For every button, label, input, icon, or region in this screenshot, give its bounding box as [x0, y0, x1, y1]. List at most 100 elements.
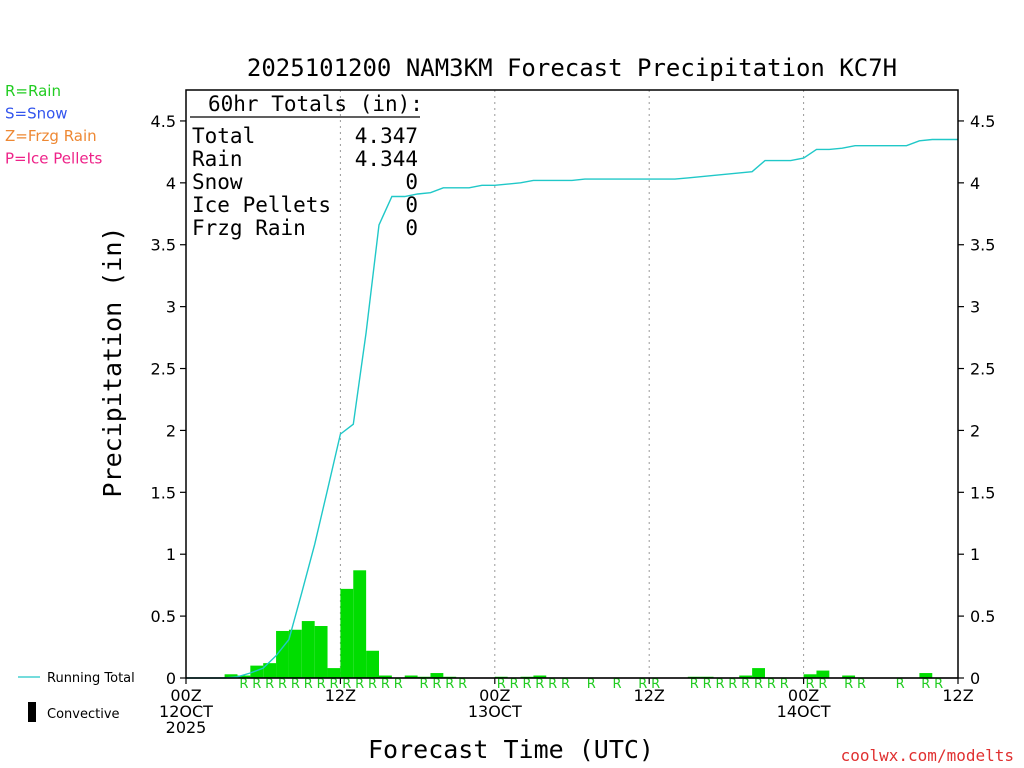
- totals-box: 60hr Totals (in): Total 4.347 Rain 4.344 Sno…: [190, 92, 423, 240]
- totals-label: Frzg Rain: [192, 216, 306, 240]
- y-tick-label: 2.5: [151, 360, 176, 379]
- y-tick-label-right: 4: [970, 174, 980, 193]
- totals-value: 0: [405, 193, 418, 217]
- ptype-marker: R: [818, 677, 827, 692]
- x-tick-label: 00Z: [170, 686, 201, 705]
- ptype-marker: R: [896, 677, 905, 692]
- ptype-marker: R: [587, 677, 596, 692]
- precip-bar: [314, 626, 328, 678]
- totals-value: 4.347: [355, 124, 418, 148]
- totals-value: 4.344: [355, 147, 418, 171]
- totals-label: Snow: [192, 170, 243, 194]
- totals-header: 60hr Totals (in):: [208, 92, 423, 116]
- ptype-marker: R: [265, 677, 274, 692]
- y-tick-label-right: 3: [970, 298, 980, 317]
- precip-bar: [276, 630, 289, 678]
- x-tick-label: 12OCT: [159, 702, 213, 721]
- precip-bar: [842, 675, 856, 678]
- ptype-marker: R: [304, 677, 313, 692]
- ptype-marker: R: [317, 677, 326, 692]
- plot-border: [185, 89, 959, 679]
- precip-bar: [919, 673, 933, 678]
- ptype-marker: R: [754, 677, 763, 692]
- running-total-polyline: [186, 138, 958, 679]
- y-tick-label-right: 1: [970, 545, 980, 564]
- ptype-marker: R: [741, 677, 750, 692]
- precip-bar: [340, 588, 354, 678]
- precip-bar: [430, 673, 444, 678]
- bottom-legend: Running Total Convective: [18, 671, 135, 722]
- ptype-marker: R: [342, 677, 351, 692]
- ptype-marker: R: [638, 677, 647, 692]
- y-tick-label-right: 2: [970, 421, 980, 440]
- ptype-marker: R: [368, 677, 377, 692]
- totals-label: Ice Pellets: [192, 193, 331, 217]
- x-tick-label: 00Z: [479, 686, 510, 705]
- totals-label: Total: [192, 124, 255, 148]
- precip-bar: [301, 621, 315, 678]
- y-tick-label: 1.5: [151, 483, 176, 502]
- ptype-marker: R: [857, 677, 866, 692]
- precip-bar: [288, 629, 302, 678]
- x-tick-label: 00Z: [788, 686, 819, 705]
- totals-label: Rain: [192, 147, 243, 171]
- ptype-marker: R: [278, 677, 287, 692]
- ptype-marker: R: [703, 677, 712, 692]
- convective-legend-label: Convective: [47, 707, 120, 722]
- ptype-marker: R: [921, 677, 930, 692]
- ptype-marker: R: [690, 677, 699, 692]
- precip-bar: [379, 675, 392, 678]
- ptype-marker: R: [613, 677, 622, 692]
- precip-bar: [816, 670, 830, 678]
- ptype-marker: R: [510, 677, 519, 692]
- ptype-marker: R: [394, 677, 403, 692]
- y-tick-label: 2: [166, 421, 176, 440]
- ptype-marker: R: [522, 677, 531, 692]
- ptype-marker: R: [535, 677, 544, 692]
- precip-bar: [739, 675, 753, 678]
- ptype-marker: R: [651, 677, 660, 692]
- precip-bar: [366, 650, 379, 678]
- precip-bar: [237, 675, 251, 678]
- ptype-marker: R: [934, 677, 943, 692]
- precip-bar: [533, 675, 547, 678]
- y-axis-right: 0 0.5 1 1.5 2 2.5 3 3.5 4 4.5: [958, 112, 995, 688]
- running-total-legend-label: Running Total: [47, 671, 135, 686]
- ptype-marker: R: [355, 677, 364, 692]
- y-tick-label-right: 4.5: [970, 112, 995, 131]
- y-tick-label-right: 0: [970, 669, 980, 688]
- y-tick-label-right: 2.5: [970, 360, 995, 379]
- ptype-marker: R: [252, 677, 261, 692]
- precip-bar: [353, 570, 367, 678]
- ptype-marker: R: [458, 677, 467, 692]
- ptype-marker: R: [445, 677, 454, 692]
- totals-value: 0: [405, 170, 418, 194]
- y-axis-left: 0 0.5 1 1.5 2 2.5 3 3.5 4 4.5: [151, 112, 186, 688]
- ptype-marker: R: [420, 677, 429, 692]
- ptype-marker: R: [780, 677, 789, 692]
- ptype-marker: R: [432, 677, 441, 692]
- x-tick-label: 2025: [166, 718, 207, 737]
- y-axis-label: Precipitation (in): [98, 227, 127, 498]
- ptype-marker: R: [715, 677, 724, 692]
- ptype-marker: R: [497, 677, 506, 692]
- y-tick-label: 1: [166, 545, 176, 564]
- x-axis-label: Forecast Time (UTC): [368, 735, 654, 764]
- x-tick-label: 12Z: [942, 686, 973, 705]
- precip-bar: [404, 675, 418, 678]
- plot-frame: [185, 89, 959, 679]
- ptype-legend-item: R=Rain: [5, 82, 61, 100]
- y-tick-label: 4: [166, 174, 176, 193]
- ptype-marker: R: [329, 677, 338, 692]
- precip-bar: [803, 674, 817, 678]
- y-tick-label: 0: [166, 669, 176, 688]
- y-tick-label: 0.5: [151, 607, 176, 626]
- ptype-marker: R: [728, 677, 737, 692]
- x-tick-label: 12Z: [634, 686, 665, 705]
- ptype-legend: R=Rain S=Snow Z=Frzg Rain P=Ice Pellets: [5, 82, 102, 168]
- ptype-marker: R: [806, 677, 815, 692]
- y-tick-label: 3.5: [151, 236, 176, 255]
